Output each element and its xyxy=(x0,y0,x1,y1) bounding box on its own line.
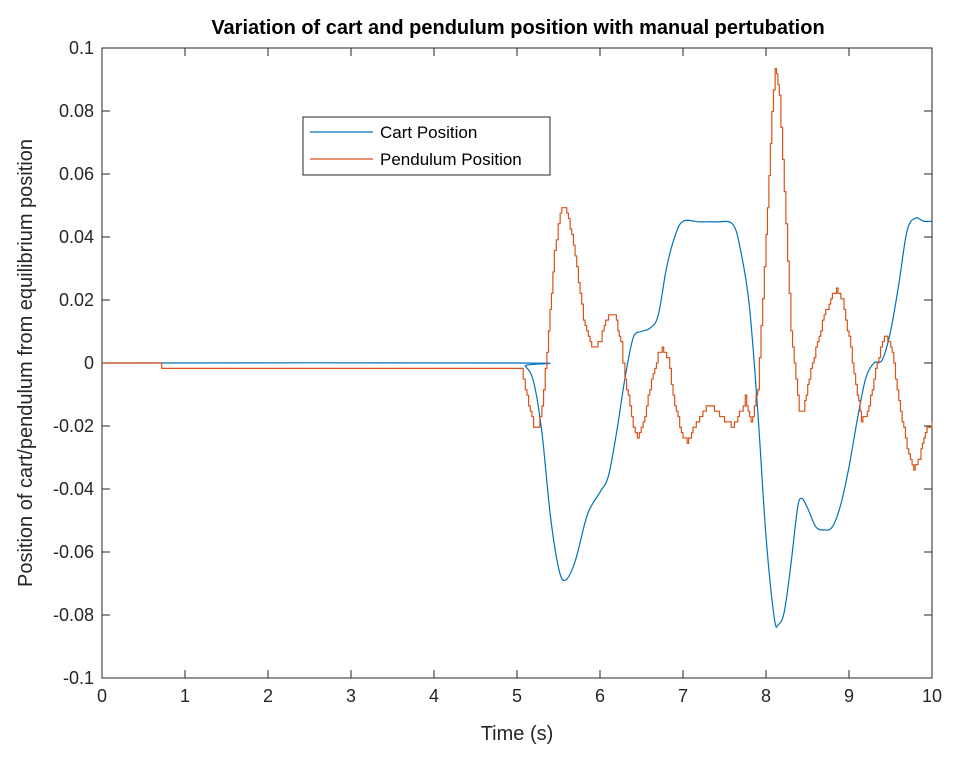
x-tick-label: 9 xyxy=(844,686,854,706)
x-tick-label: 7 xyxy=(678,686,688,706)
x-tick-label: 2 xyxy=(263,686,273,706)
x-tick-label: 0 xyxy=(97,686,107,706)
x-tick-label: 5 xyxy=(512,686,522,706)
x-tick-label: 8 xyxy=(761,686,771,706)
x-tick-label: 4 xyxy=(429,686,439,706)
series-line-pendulum-position xyxy=(102,67,933,471)
y-tick-label: 0.04 xyxy=(59,227,94,247)
x-axis-label: Time (s) xyxy=(481,723,554,745)
y-tick-label: 0.06 xyxy=(59,164,94,184)
y-tick-label: 0 xyxy=(84,353,94,373)
y-tick-label: 0.02 xyxy=(59,290,94,310)
x-tick-label: 6 xyxy=(595,686,605,706)
legend-label-pendulum-position: Pendulum Position xyxy=(380,150,522,169)
chart-title: Variation of cart and pendulum position … xyxy=(211,17,824,39)
y-tick-label: 0.08 xyxy=(59,101,94,121)
legend-box xyxy=(302,116,551,176)
y-axis-label: Position of cart/pendulum from equilibri… xyxy=(15,139,37,587)
y-tick-label: -0.1 xyxy=(63,668,94,688)
y-tick-label: -0.04 xyxy=(53,479,94,499)
y-axis: -0.1 -0.08 -0.06 -0.04 -0.02 0 0.02 0.04 0.06 0.0… xyxy=(53,38,932,688)
legend-label-cart-position: Cart Position xyxy=(380,123,477,142)
y-tick-label: -0.08 xyxy=(53,605,94,625)
x-tick-label: 1 xyxy=(180,686,190,706)
x-tick-label: 10 xyxy=(922,686,942,706)
y-tick-label: 0.1 xyxy=(69,38,94,58)
x-axis: 0 1 2 3 4 5 6 7 8 9 10 xyxy=(97,48,942,706)
series-lines xyxy=(101,67,933,628)
legend: Cart Position Pendulum Position xyxy=(302,116,551,176)
y-tick-label: -0.02 xyxy=(53,416,94,436)
x-tick-label: 3 xyxy=(346,686,356,706)
y-tick-label: -0.06 xyxy=(53,542,94,562)
